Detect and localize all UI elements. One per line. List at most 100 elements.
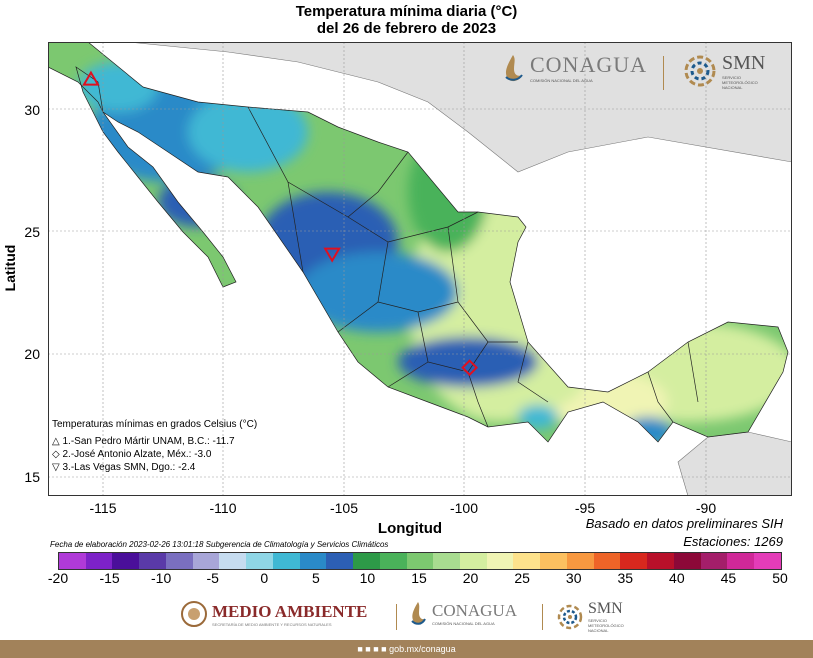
colorbar-tick-label: 50 (772, 570, 788, 586)
water-drop-icon (505, 54, 523, 81)
diamond-icon: ◇ (52, 449, 60, 460)
colorbar-segment (299, 553, 327, 569)
x-tick-105: -105 (329, 500, 359, 516)
colorbar-segment (165, 553, 193, 569)
x-axis-label: Longitud (377, 520, 443, 537)
temperature-map (48, 42, 792, 496)
y-tick-15: 15 (24, 469, 40, 485)
colorbar-segment (353, 553, 380, 569)
smn-bottom-name: SMN (588, 600, 623, 617)
colorbar-tick-label: 35 (617, 570, 634, 586)
colorbar-segment (112, 553, 140, 569)
data-source-note: Basado en datos preliminares SIH (585, 516, 783, 531)
colorbar-segment (540, 553, 567, 569)
y-axis-label: Latitud (2, 244, 18, 292)
coat-of-arms-icon (181, 601, 207, 627)
map-panel (48, 42, 792, 496)
colorbar-segment (246, 553, 273, 569)
logo-divider (663, 56, 664, 90)
colorbar-segment (139, 553, 166, 569)
legend-item-text: 3.-Las Vegas SMN, Dgo.: -2.4 (62, 462, 196, 473)
y-tick-20: 20 (24, 346, 40, 362)
colorbar-segment (566, 553, 594, 569)
triangle-up-icon: △ (52, 436, 60, 447)
map-title: Temperatura mínima diaria (°C) del 26 de… (0, 3, 813, 37)
x-tick-115: -115 (89, 500, 117, 516)
conagua-bottom-name: CONAGUA (432, 600, 517, 620)
footer-bar: ■ ■ ■ ■ gob.mx/conagua (0, 640, 813, 658)
colorbar-tick-label: 15 (411, 570, 427, 586)
conagua-top-name: CONAGUA (530, 52, 647, 77)
colorbar-segment (754, 553, 781, 569)
x-tick-100: -100 (449, 500, 479, 516)
smn-bottom-sub: SERVICIO METEOROLÓGICO NACIONAL (588, 618, 624, 633)
footer-link[interactable]: gob.mx/conagua (389, 644, 456, 654)
colorbar-segment (406, 553, 434, 569)
medio-ambiente-logo: MEDIO AMBIENTE SECRETARÍA DE MEDIO AMBIE… (180, 600, 367, 628)
y-tick-30: 30 (24, 102, 40, 118)
legend-item: △ 1.-San Pedro Mártir UNAM, B.C.: -11.7 (52, 435, 257, 448)
colorbar-tick-label: 0 (260, 570, 269, 586)
colorbar-tick-label: 10 (359, 570, 376, 586)
colorbar-tick-label: -10 (151, 570, 172, 586)
legend-title: Temperaturas mínimas en grados Celsius (… (52, 419, 258, 430)
colorbar-segment (513, 553, 541, 569)
medio-ambiente-sub: SECRETARÍA DE MEDIO AMBIENTE Y RECURSOS … (212, 621, 332, 627)
x-tick-110: -110 (209, 500, 237, 516)
water-drop-icon (411, 602, 426, 625)
colorbar-segment (379, 553, 407, 569)
title-line-1: Temperatura mínima diaria (°C) (295, 3, 518, 20)
legend-item: ◇ 2.-José Antonio Alzate, Méx.: -3.0 (52, 448, 257, 461)
colorbar-segment (219, 553, 247, 569)
colorbar-segment (673, 553, 701, 569)
colorbar-tick-label: 25 (514, 570, 530, 586)
logo-divider (396, 604, 397, 630)
elaboration-date: Fecha de elaboración 2023-02-26 13:01:18… (50, 540, 389, 549)
smn-top-sub: SERVICIO METEOROLÓGICO NACIONAL (722, 75, 758, 90)
colorbar-tick-label: 5 (311, 570, 320, 586)
conagua-logo-top: CONAGUA COMISIÓN NACIONAL DEL AGUA (500, 52, 647, 83)
colorbar-segment (460, 553, 487, 569)
title-line-2: del 26 de febrero de 2023 (316, 20, 497, 37)
logo-divider (542, 604, 543, 630)
social-icons[interactable]: ■ ■ ■ ■ (357, 644, 390, 654)
smn-logo-top: SMN SERVICIO METEOROLÓGICO NACIONAL (682, 52, 772, 90)
x-tick-95: -95 (574, 500, 596, 516)
x-tick-90: -90 (695, 500, 717, 516)
colorbar-tick-label: -5 (206, 570, 219, 586)
legend-item-text: 2.-José Antonio Alzate, Méx.: -3.0 (62, 449, 212, 460)
colorbar-tick-label: 30 (565, 570, 582, 586)
smn-logo-bottom: SMN SERVICIO METEOROLÓGICO NACIONAL (556, 600, 628, 633)
colorbar-segment (620, 553, 648, 569)
smn-top-name: SMN (722, 52, 766, 74)
conagua-bottom-sub: COMISIÓN NACIONAL DEL AGUA (432, 620, 495, 626)
smn-swirl-icon (684, 55, 716, 87)
colorbar-tick-label: 45 (720, 570, 737, 586)
colorbar-segment (192, 553, 220, 569)
conagua-top-sub: COMISIÓN NACIONAL DEL AGUA (530, 78, 593, 83)
colorbar-segment (433, 553, 461, 569)
colorbar-segment (593, 553, 621, 569)
colorbar-segment (486, 553, 514, 569)
legend-item: ▽ 3.-Las Vegas SMN, Dgo.: -2.4 (52, 461, 257, 474)
colorbar-tick-label: -15 (99, 570, 120, 586)
smn-swirl-icon (557, 604, 583, 629)
station-marker-3 (323, 247, 341, 263)
station-count: Estaciones: 1269 (683, 534, 783, 549)
colorbar-segment (700, 553, 728, 569)
station-legend: Temperaturas mínimas en grados Celsius (… (52, 418, 257, 474)
colorbar-tick-label: 40 (669, 570, 685, 586)
colorbar-segment (85, 553, 113, 569)
station-marker-2 (461, 359, 479, 377)
conagua-logo-bottom: CONAGUA COMISIÓN NACIONAL DEL AGUA (408, 600, 517, 626)
colorbar-tick-label: 20 (462, 570, 479, 586)
colorbar-segment (326, 553, 354, 569)
medio-ambiente-name: MEDIO AMBIENTE (212, 601, 368, 621)
colorbar-segment (647, 553, 674, 569)
colorbar (58, 552, 782, 570)
colorbar-segment (272, 553, 300, 569)
station-marker-1 (82, 70, 100, 86)
y-tick-25: 25 (24, 224, 40, 240)
colorbar-segment (727, 553, 755, 569)
legend-item-text: 1.-San Pedro Mártir UNAM, B.C.: -11.7 (62, 436, 235, 447)
